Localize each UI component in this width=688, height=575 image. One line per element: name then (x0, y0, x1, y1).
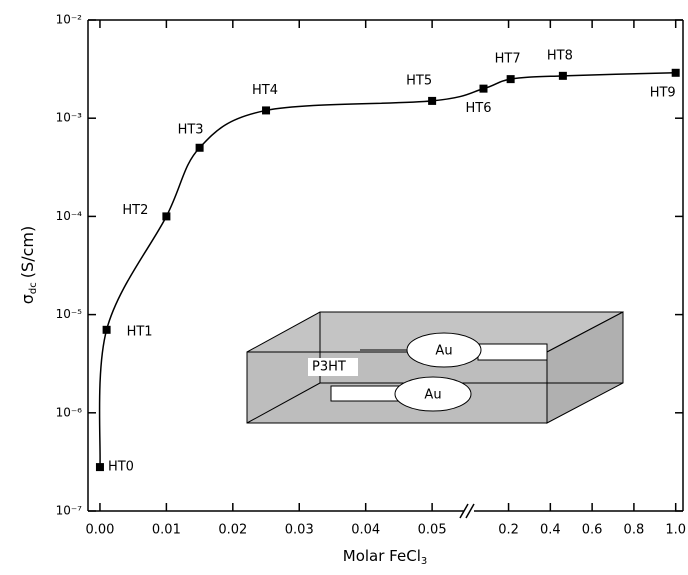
data-point (195, 143, 204, 152)
x-tick-label: 0.00 (85, 523, 114, 538)
x-tick-label: 0.02 (218, 523, 247, 538)
data-point (102, 325, 111, 334)
inset (246, 311, 624, 424)
point-label: HT7 (495, 52, 521, 67)
data-point (671, 68, 680, 77)
x-tick-label: 0.04 (351, 523, 380, 538)
x-tick-label: 0.03 (285, 523, 314, 538)
y-axis-label-sub: dc (28, 282, 39, 294)
point-label: HT2 (122, 203, 148, 218)
inset-film-box (308, 358, 358, 376)
x-tick-label: 0.05 (418, 523, 447, 538)
y-axis-label-symbol: σ (18, 294, 37, 304)
x-axis-label: Molar FeCl3 (343, 547, 427, 568)
y-axis-label: σdc (S/cm) (18, 226, 40, 304)
data-point (506, 75, 515, 84)
point-label: HT0 (108, 460, 134, 475)
data-point (479, 84, 488, 93)
data-point (428, 96, 437, 105)
inset-electrode (394, 376, 472, 412)
point-label: HT3 (178, 122, 204, 137)
y-tick-label: 10⁻⁵ (56, 307, 83, 321)
x-tick-label: 1.0 (665, 523, 686, 538)
y-axis-label-unit: (S/cm) (18, 226, 37, 278)
x-axis-label-sub: 3 (421, 556, 427, 567)
inset-edge (246, 382, 321, 424)
data-point (262, 106, 271, 115)
inset-contact (477, 343, 548, 361)
inset-label: Au (424, 388, 441, 403)
data-point (162, 212, 171, 221)
inset-contact (330, 385, 401, 402)
y-tick-label: 10⁻² (56, 13, 83, 27)
axis-frame (87, 19, 684, 519)
y-tick-label: 10⁻⁴ (56, 209, 83, 223)
axis-break (465, 503, 475, 519)
x-axis-label-text: Molar FeCl (343, 547, 421, 565)
y-tick-label: 10⁻⁷ (56, 504, 83, 518)
data-point (95, 463, 104, 472)
point-label: HT5 (406, 73, 432, 88)
y-tick-label: 10⁻⁶ (56, 405, 83, 419)
point-label: HT6 (465, 101, 491, 116)
x-tick-label: 0.4 (540, 523, 561, 538)
x-tick-label: 0.6 (582, 523, 603, 538)
point-label: HT8 (547, 48, 573, 63)
inset-label: Au (435, 344, 452, 359)
inset-label: P3HT (312, 360, 346, 375)
inset-electrode (406, 332, 482, 368)
point-label: HT9 (650, 85, 676, 100)
data-point (558, 71, 567, 80)
x-tick-label: 0.01 (152, 523, 181, 538)
point-label: HT4 (252, 83, 278, 98)
point-label: HT1 (127, 324, 153, 339)
fit-line (98, 72, 676, 468)
axis-break (459, 503, 469, 519)
x-tick-label: 0.2 (498, 523, 519, 538)
y-tick-label: 10⁻³ (56, 111, 83, 125)
x-tick-label: 0.8 (624, 523, 645, 538)
